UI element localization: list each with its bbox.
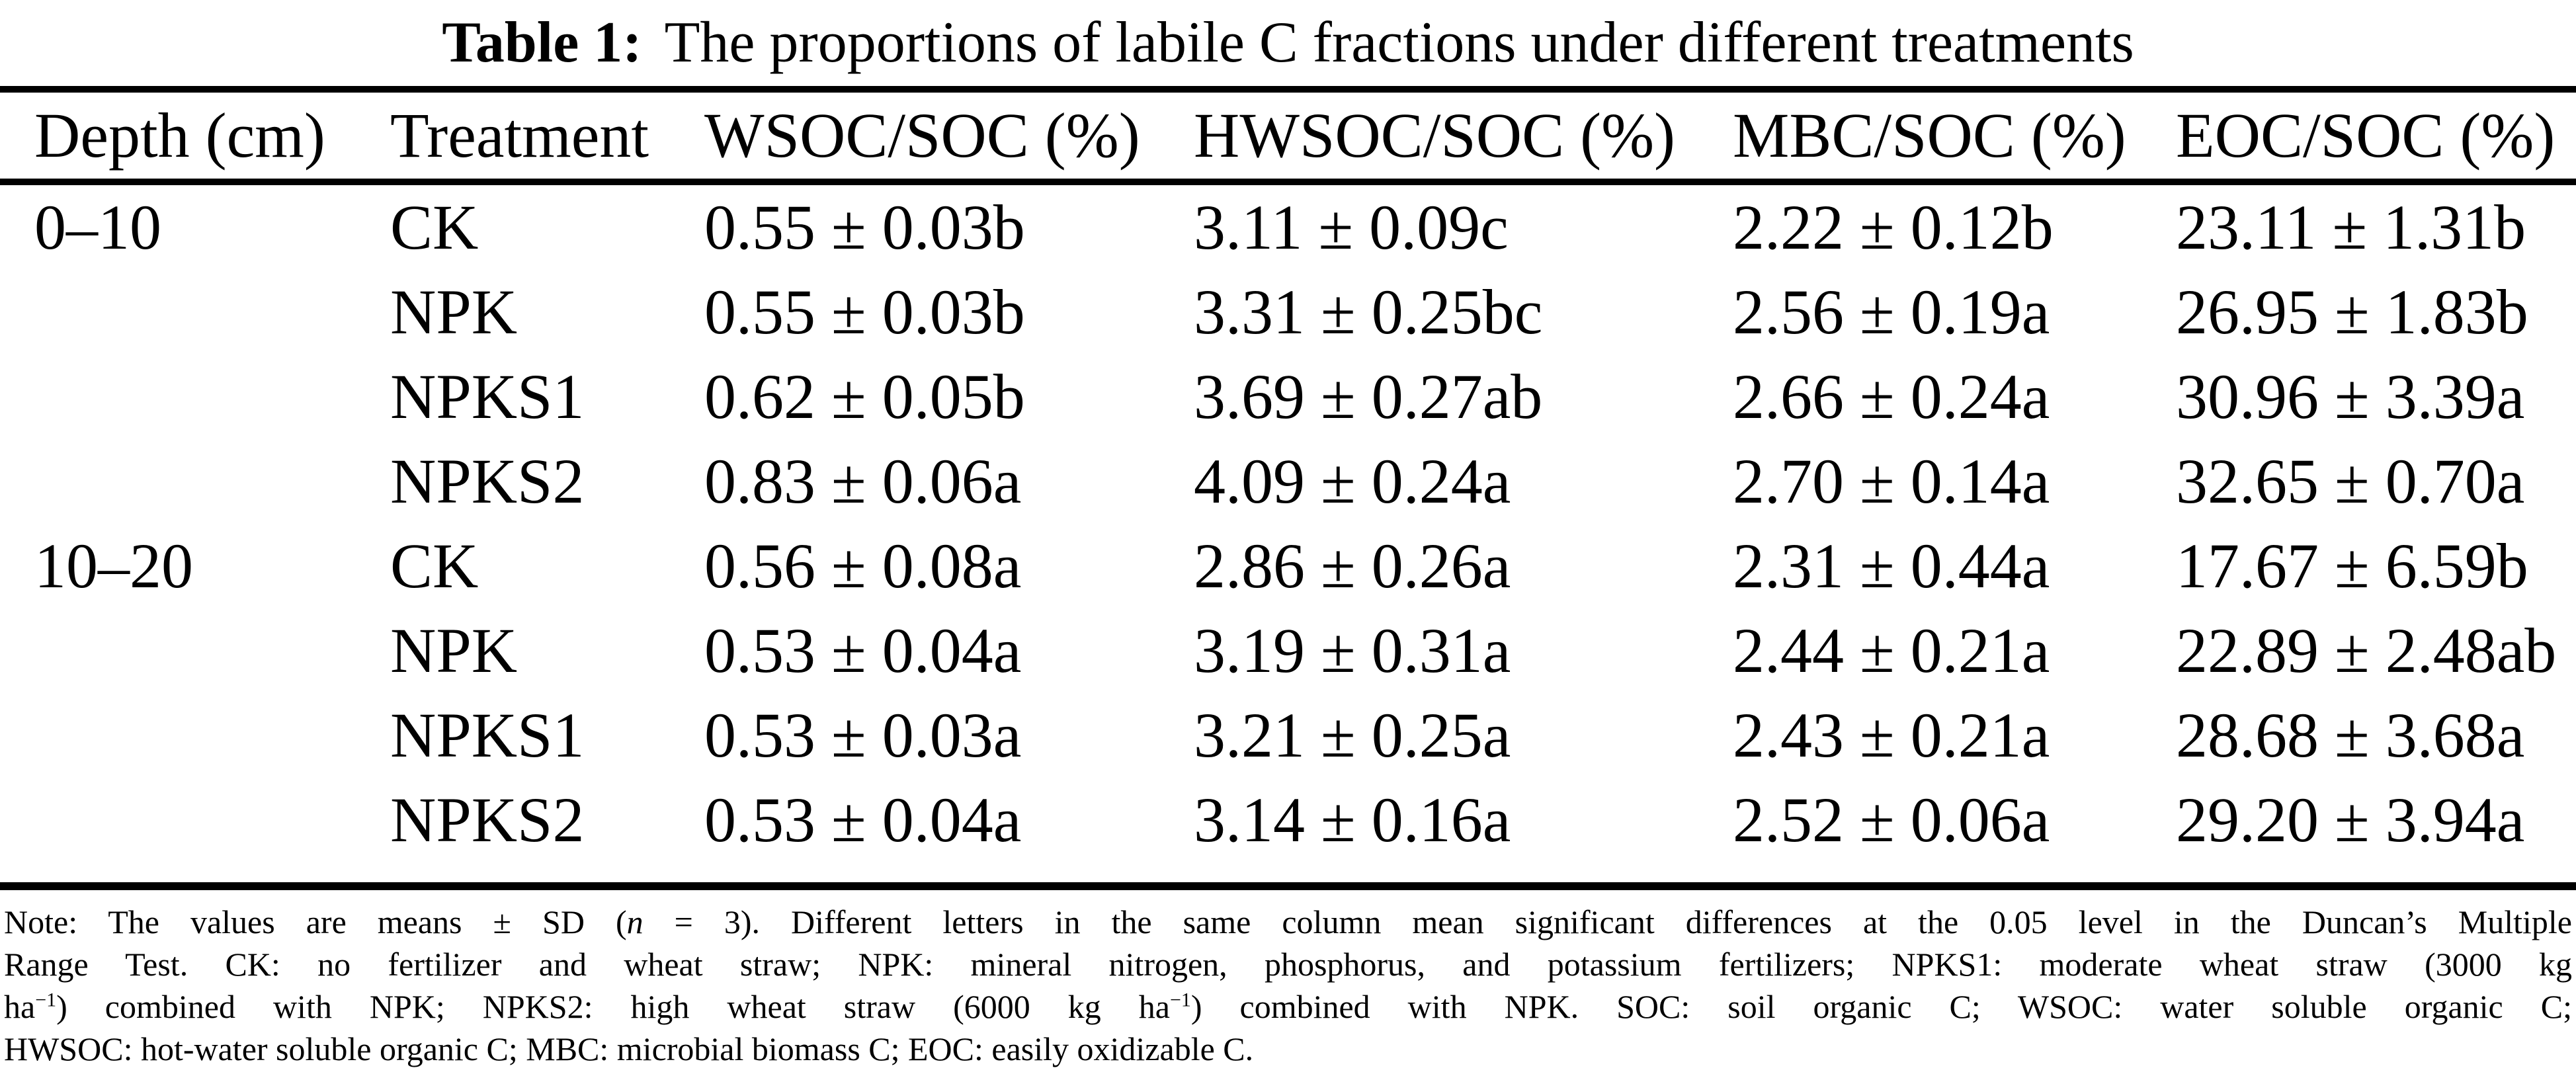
cell-treatment: NPKS1 — [390, 361, 585, 432]
note-italic-n: n — [626, 903, 644, 940]
header-depth: Depth (cm) — [34, 100, 325, 171]
cell-mbc: 2.44 ± 0.21a — [1733, 615, 2050, 686]
table-header-row: Depth (cm) Treatment WSOC/SOC (%) HWSOC/… — [0, 93, 2576, 179]
cell-hwsoc: 3.21 ± 0.25a — [1194, 700, 1511, 770]
cell-mbc: 2.43 ± 0.21a — [1733, 700, 2050, 770]
cell-wsoc: 0.53 ± 0.03a — [704, 700, 1022, 770]
cell-depth — [0, 354, 390, 439]
cell-hwsoc: 2.86 ± 0.26a — [1194, 530, 1511, 601]
cell-wsoc: 0.56 ± 0.08a — [704, 530, 1022, 601]
cell-eoc: 29.20 ± 3.94a — [2176, 784, 2525, 855]
cell-wsoc: 0.53 ± 0.04a — [704, 615, 1022, 686]
cell-hwsoc: 3.31 ± 0.25bc — [1194, 276, 1543, 347]
cell-wsoc: 0.55 ± 0.03b — [704, 276, 1025, 347]
note-line-2: Range Test. CK: no fertilizer and wheat … — [4, 943, 2572, 985]
cell-wsoc: 0.83 ± 0.06a — [704, 446, 1022, 517]
table-row: NPKS2 0.83 ± 0.06a 4.09 ± 0.24a 2.70 ± 0… — [0, 439, 2576, 524]
bottom-rule — [0, 882, 2576, 890]
note-text: HWSOC: hot-water soluble organic C; MBC:… — [4, 1030, 1254, 1067]
cell-mbc: 2.31 ± 0.44a — [1733, 530, 2050, 601]
cell-eoc: 23.11 ± 1.31b — [2176, 192, 2526, 263]
cell-depth: 10–20 — [34, 530, 193, 601]
table-row: NPK 0.55 ± 0.03b 3.31 ± 0.25bc 2.56 ± 0.… — [0, 270, 2576, 354]
cell-depth — [0, 270, 390, 354]
cell-eoc: 26.95 ± 1.83b — [2176, 276, 2528, 347]
cell-wsoc: 0.55 ± 0.03b — [704, 192, 1025, 263]
top-rule — [0, 86, 2576, 93]
cell-depth — [0, 608, 390, 693]
cell-eoc: 28.68 ± 3.68a — [2176, 700, 2525, 770]
note-text: = 3). Different letters in the same colu… — [643, 903, 2572, 940]
table-row: NPKS1 0.62 ± 0.05b 3.69 ± 0.27ab 2.66 ± … — [0, 354, 2576, 439]
note-text: Range Test. CK: no fertilizer and wheat … — [4, 946, 2572, 983]
table-row: 0–10 CK 0.55 ± 0.03b 3.11 ± 0.09c 2.22 ±… — [0, 185, 2576, 270]
cell-depth — [0, 778, 390, 862]
note-text: Note: The values are means ± SD ( — [4, 903, 627, 940]
cell-hwsoc: 3.11 ± 0.09c — [1194, 192, 1509, 263]
header-rule — [0, 179, 2576, 185]
cell-eoc: 32.65 ± 0.70a — [2176, 446, 2525, 517]
cell-eoc: 22.89 ± 2.48ab — [2176, 615, 2557, 686]
note-text: ) combined with NPK; NPKS2: high wheat s… — [56, 988, 1170, 1025]
cell-wsoc: 0.53 ± 0.04a — [704, 784, 1022, 855]
cell-treatment: NPK — [390, 615, 518, 686]
cell-treatment: NPKS2 — [390, 446, 585, 517]
header-eoc: EOC/SOC (%) — [2176, 100, 2555, 171]
note-line-3: ha−1) combined with NPK; NPKS2: high whe… — [4, 985, 2572, 1028]
cell-eoc: 30.96 ± 3.39a — [2176, 361, 2525, 432]
cell-depth — [0, 693, 390, 778]
table-note: Note: The values are means ± SD (n = 3).… — [0, 901, 2576, 1070]
note-text: ha — [4, 988, 36, 1025]
cell-mbc: 2.52 ± 0.06a — [1733, 784, 2050, 855]
cell-mbc: 2.66 ± 0.24a — [1733, 361, 2050, 432]
table-caption-text: The proportions of labile C fractions un… — [664, 11, 2134, 75]
table-row: NPKS1 0.53 ± 0.03a 3.21 ± 0.25a 2.43 ± 0… — [0, 693, 2576, 778]
table-caption: Table 1: The proportions of labile C frac… — [0, 0, 2576, 86]
note-superscript: −1 — [35, 989, 57, 1011]
cell-depth: 0–10 — [34, 192, 161, 263]
cell-treatment: NPK — [390, 276, 518, 347]
header-treatment: Treatment — [390, 100, 649, 171]
cell-treatment: NPKS1 — [390, 700, 585, 770]
cell-treatment: CK — [390, 192, 479, 263]
cell-eoc: 17.67 ± 6.59b — [2176, 530, 2528, 601]
table-row: NPK 0.53 ± 0.04a 3.19 ± 0.31a 2.44 ± 0.2… — [0, 608, 2576, 693]
cell-hwsoc: 3.19 ± 0.31a — [1194, 615, 1511, 686]
cell-mbc: 2.56 ± 0.19a — [1733, 276, 2050, 347]
note-line-4: HWSOC: hot-water soluble organic C; MBC:… — [4, 1028, 2572, 1070]
cell-mbc: 2.70 ± 0.14a — [1733, 446, 2050, 517]
table-row: 10–20 CK 0.56 ± 0.08a 2.86 ± 0.26a 2.31 … — [0, 524, 2576, 608]
cell-treatment: NPKS2 — [390, 784, 585, 855]
header-wsoc: WSOC/SOC (%) — [704, 100, 1140, 171]
note-line-1: Note: The values are means ± SD (n = 3).… — [4, 901, 2572, 943]
note-superscript: −1 — [1169, 989, 1191, 1011]
table-number: Table 1: — [442, 11, 642, 75]
cell-hwsoc: 4.09 ± 0.24a — [1194, 446, 1511, 517]
cell-hwsoc: 3.69 ± 0.27ab — [1194, 361, 1543, 432]
header-hwsoc: HWSOC/SOC (%) — [1194, 100, 1676, 171]
cell-hwsoc: 3.14 ± 0.16a — [1194, 784, 1511, 855]
cell-treatment: CK — [390, 530, 479, 601]
cell-wsoc: 0.62 ± 0.05b — [704, 361, 1025, 432]
cell-mbc: 2.22 ± 0.12b — [1733, 192, 2054, 263]
cell-depth — [0, 439, 390, 524]
table-body: 0–10 CK 0.55 ± 0.03b 3.11 ± 0.09c 2.22 ±… — [0, 185, 2576, 882]
note-text: ) combined with NPK. SOC: soil organic C… — [1190, 988, 2572, 1025]
header-mbc: MBC/SOC (%) — [1733, 100, 2126, 171]
table-row: NPKS2 0.53 ± 0.04a 3.14 ± 0.16a 2.52 ± 0… — [0, 778, 2576, 862]
